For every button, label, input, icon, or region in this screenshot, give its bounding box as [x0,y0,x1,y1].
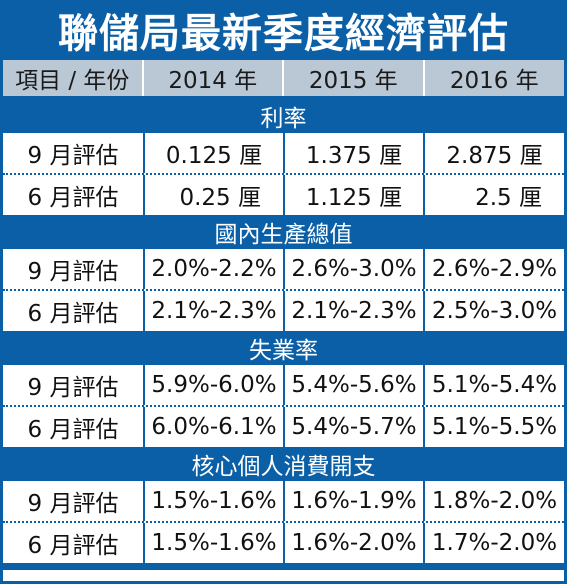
row-label: 6 月評估 [27,417,119,443]
table-cell: 2.5%-3.0% [423,291,564,331]
table-row: 6 月評估 0.25 厘 1.125 厘 2.5 厘 [3,175,564,215]
table-row: 6 月評估 6.0%-6.1% 5.4%-5.7% 5.1%-5.5% [3,407,564,447]
header-year-2016: 2016 年 [422,60,564,96]
table-cell: 1.6%-1.9% [283,481,423,521]
table-cell: 5.4%-5.6% [283,365,423,405]
table-cell: 1.8%-2.0% [423,481,564,521]
table-cell: 1.5%-1.6% [143,481,283,521]
table-cell: 5.1%-5.5% [423,407,564,447]
header-year-2015: 2015 年 [282,60,423,96]
header-item-year: 項目 / 年份 [15,68,130,94]
table-cell: 0.25 厘 [143,175,283,215]
table-cell: 0.125 厘 [143,133,283,173]
section-unemployment: 失業率 [3,331,564,365]
table-cell: 2.6%-3.0% [283,249,423,289]
row-label: 9 月評估 [27,491,119,517]
table-cell: 2.0%-2.2% [143,249,283,289]
row-label: 9 月評估 [27,259,119,285]
table-title: 聯儲局最新季度經濟評估 [3,0,564,60]
section-core-pce: 核心個人消費開支 [3,447,564,481]
section-gdp: 國內生產總值 [3,215,564,249]
table-cell: 2.875 厘 [423,133,564,173]
table-row: 9 月評估 2.0%-2.2% 2.6%-3.0% 2.6%-2.9% [3,249,564,291]
table-cell: 6.0%-6.1% [143,407,283,447]
table-cell: 1.6%-2.0% [283,523,423,563]
table-cell: 5.1%-5.4% [423,365,564,405]
row-label: 6 月評估 [27,185,119,211]
row-label: 9 月評估 [27,143,119,169]
row-label: 6 月評估 [27,533,119,559]
table-cell: 1.375 厘 [283,133,423,173]
table-cell: 2.5 厘 [423,175,564,215]
table-row: 9 月評估 1.5%-1.6% 1.6%-1.9% 1.8%-2.0% [3,481,564,523]
header-year-2014: 2014 年 [141,60,283,96]
table-cell: 2.1%-2.3% [283,291,423,331]
section-interest-rate: 利率 [3,99,564,133]
table-row: 6 月評估 2.1%-2.3% 2.1%-2.3% 2.5%-3.0% [3,291,564,331]
table-cell: 2.6%-2.9% [423,249,564,289]
column-header-row: 項目 / 年份 2014 年 2015 年 2016 年 [3,60,564,99]
row-label: 9 月評估 [27,375,119,401]
table-cell: 2.1%-2.3% [143,291,283,331]
row-label: 6 月評估 [27,301,119,327]
table-row: 9 月評估 5.9%-6.0% 5.4%-5.6% 5.1%-5.4% [3,365,564,407]
table-cell: 1.7%-2.0% [423,523,564,563]
table-row: 9 月評估 0.125 厘 1.375 厘 2.875 厘 [3,133,564,175]
table-row: 6 月評估 1.5%-1.6% 1.6%-2.0% 1.7%-2.0% [3,523,564,563]
bottom-border [3,563,564,570]
table-cell: 5.9%-6.0% [143,365,283,405]
table-cell: 5.4%-5.7% [283,407,423,447]
table-cell: 1.125 厘 [283,175,423,215]
table-cell: 1.5%-1.6% [143,523,283,563]
